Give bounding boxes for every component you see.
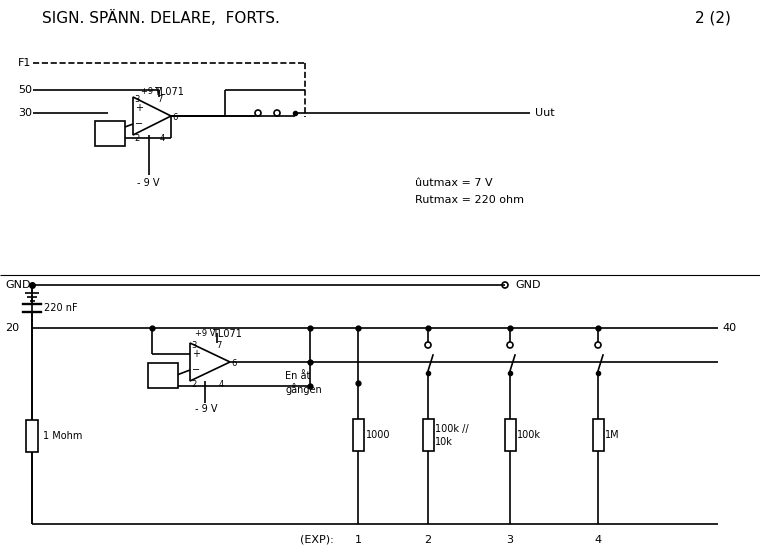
Text: TL071: TL071 bbox=[212, 329, 242, 339]
Text: 40: 40 bbox=[722, 323, 736, 333]
Text: +: + bbox=[192, 349, 200, 359]
Text: 30: 30 bbox=[18, 108, 32, 118]
Text: 100k: 100k bbox=[517, 430, 541, 440]
Bar bbox=[423, 419, 433, 451]
Text: ûutmax = 7 V: ûutmax = 7 V bbox=[415, 178, 492, 188]
Text: 220 nF: 220 nF bbox=[44, 303, 78, 313]
Text: 2: 2 bbox=[424, 535, 432, 545]
Text: 2: 2 bbox=[134, 134, 139, 143]
Text: 100k //: 100k // bbox=[435, 424, 469, 434]
Text: F1: F1 bbox=[18, 58, 31, 68]
Bar bbox=[148, 362, 178, 387]
Bar bbox=[593, 419, 603, 451]
Text: 10k: 10k bbox=[435, 437, 453, 447]
Bar bbox=[26, 420, 38, 452]
Bar bbox=[353, 419, 363, 451]
Text: - 9 V: - 9 V bbox=[137, 178, 160, 188]
Text: 6: 6 bbox=[172, 114, 177, 122]
Text: 2: 2 bbox=[191, 380, 196, 389]
Text: Rutmax = 220 ohm: Rutmax = 220 ohm bbox=[415, 195, 524, 205]
Text: GND: GND bbox=[515, 280, 540, 290]
Text: +9 V: +9 V bbox=[195, 330, 216, 338]
Text: 1 Mohm: 1 Mohm bbox=[43, 431, 82, 441]
Text: - 9 V: - 9 V bbox=[195, 404, 217, 414]
Text: 4: 4 bbox=[160, 134, 165, 143]
Text: +9 V: +9 V bbox=[141, 88, 161, 96]
Text: +: + bbox=[135, 103, 143, 113]
Text: 50: 50 bbox=[18, 85, 32, 95]
Text: SIGN. SPÄNN. DELARE,  FORTS.: SIGN. SPÄNN. DELARE, FORTS. bbox=[42, 10, 280, 26]
Text: En åt: En åt bbox=[285, 371, 310, 381]
Text: 3: 3 bbox=[134, 95, 139, 104]
Text: 3: 3 bbox=[506, 535, 514, 545]
Text: 1M: 1M bbox=[605, 430, 619, 440]
Text: 3: 3 bbox=[191, 341, 196, 350]
Text: 20: 20 bbox=[5, 323, 19, 333]
Text: 4: 4 bbox=[219, 380, 224, 389]
Bar bbox=[505, 419, 515, 451]
Text: −: − bbox=[135, 119, 143, 129]
Text: 1000: 1000 bbox=[366, 430, 391, 440]
Text: −: − bbox=[192, 365, 200, 375]
Text: 7: 7 bbox=[157, 95, 163, 104]
Text: 4: 4 bbox=[594, 535, 602, 545]
Text: GND: GND bbox=[5, 280, 30, 290]
Text: (EXP):: (EXP): bbox=[300, 535, 334, 545]
Text: TL071: TL071 bbox=[154, 87, 184, 97]
Bar bbox=[95, 121, 125, 146]
Text: Uut: Uut bbox=[535, 108, 555, 118]
Text: 2 (2): 2 (2) bbox=[695, 11, 731, 25]
Text: 6: 6 bbox=[231, 360, 236, 368]
Text: 7: 7 bbox=[216, 341, 221, 350]
Text: gången: gången bbox=[285, 383, 321, 395]
Text: 1: 1 bbox=[354, 535, 362, 545]
